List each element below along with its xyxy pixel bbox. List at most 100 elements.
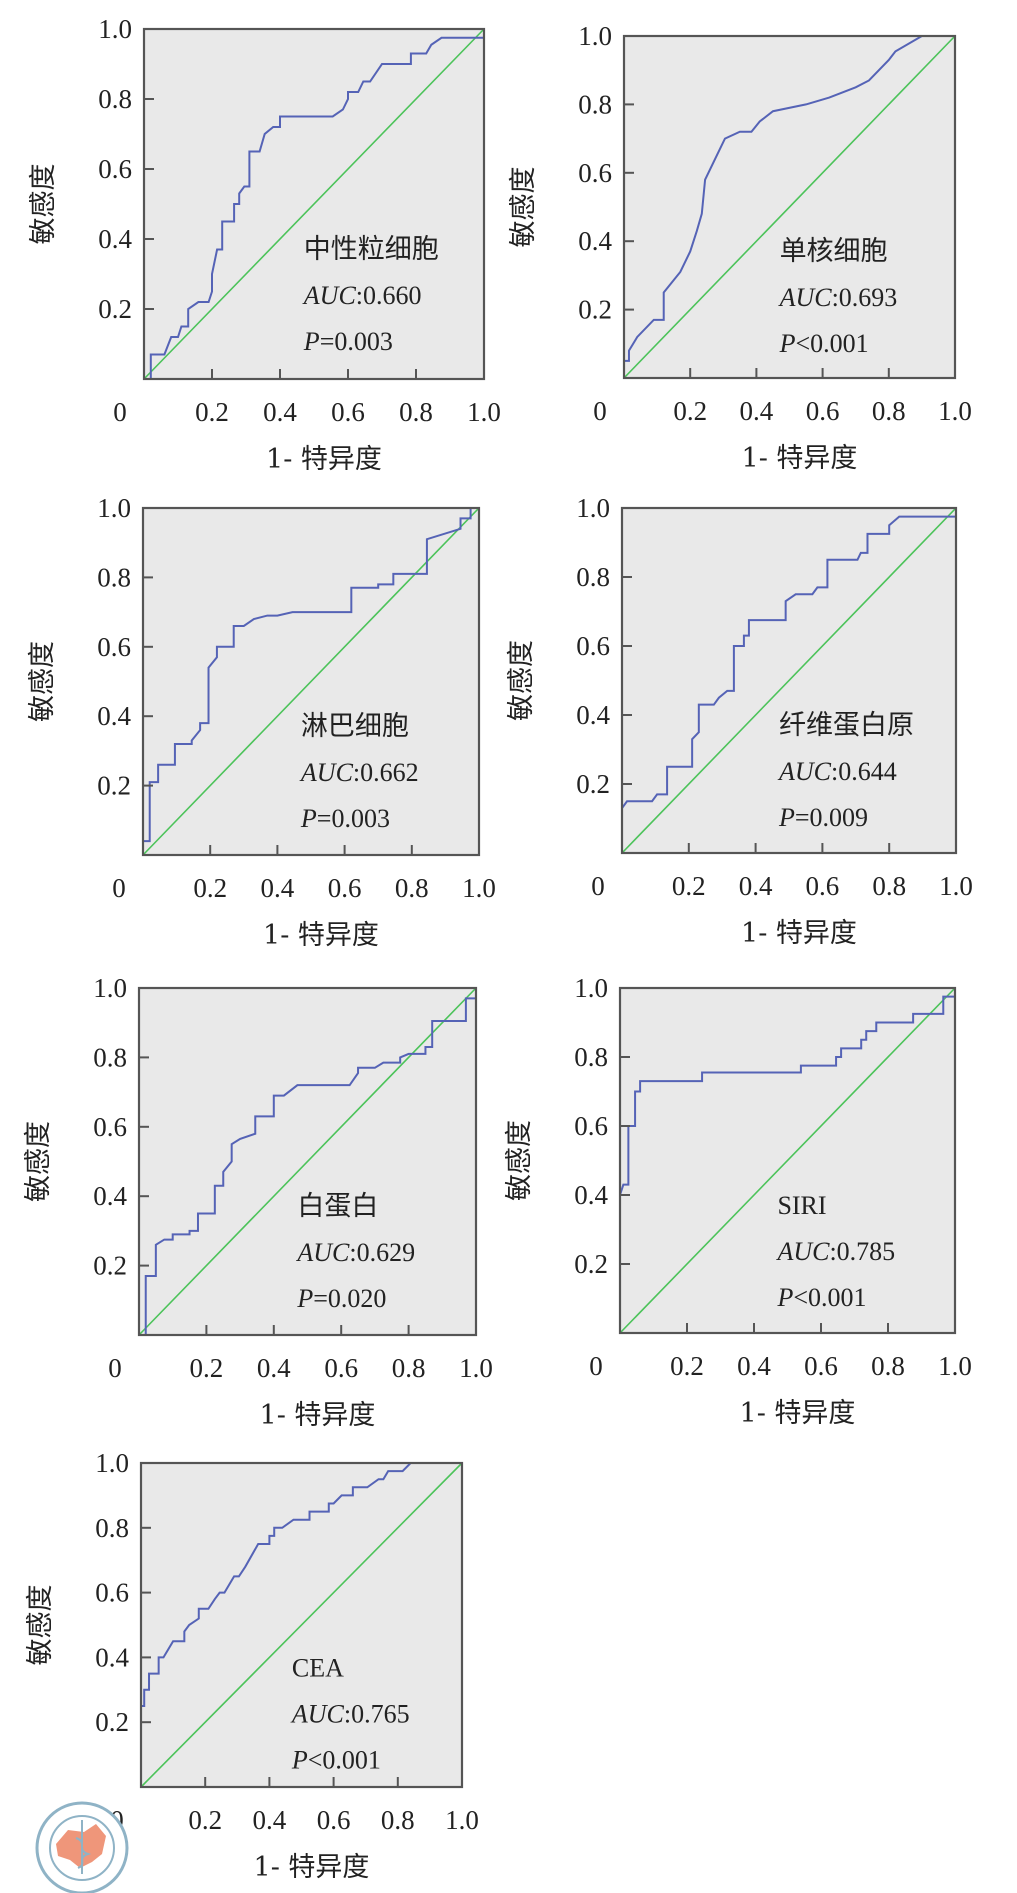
y-tick-label: 0.6	[578, 158, 612, 188]
x-tick-label: 0.2	[190, 1353, 224, 1383]
y-tick-label: 0.2	[98, 294, 132, 324]
y-axis-label: 敏感度	[28, 164, 59, 245]
logo-inner-ring	[49, 1815, 115, 1881]
y-tick-label: 0.2	[578, 295, 612, 325]
marker-name-label: 淋巴细胞	[301, 711, 409, 742]
chart-grid: 0.20.40.60.81.00 0.2 0.4 0.6 0.8 1.01- 特异度敏感度…	[23, 14, 973, 1883]
y-tick-label: 0.6	[93, 1112, 127, 1142]
y-tick-label: 0.6	[576, 631, 610, 661]
y-tick-label: 0.4	[93, 1181, 127, 1211]
y-tick-label: 0.4	[95, 1642, 129, 1672]
x-tick-label: 1.0	[459, 1353, 493, 1383]
plot-frame	[622, 34, 957, 380]
reference-line	[621, 507, 957, 854]
x-tick-label: 0	[591, 871, 605, 901]
reference-line	[143, 28, 485, 380]
x-tick-label: 0	[108, 1353, 122, 1383]
x-tick-label: 0.2	[672, 871, 706, 901]
x-tick-label: 0.6	[317, 1805, 351, 1835]
y-tick-label: 0.8	[576, 562, 610, 592]
roc-chart-5: 0.2 0.4 0.6 0.8 1.0 0 0.2 0.4 0.6 0.8 1.0 1- 特异度 敏感度…	[23, 973, 493, 1431]
x-tick-label: 1.0	[467, 397, 501, 427]
x-tick-label: 0.8	[399, 397, 433, 427]
x-tick-label: 0.4	[261, 873, 295, 903]
y-tick-label: 1.0	[576, 493, 610, 523]
y-tick-label: 0.6	[97, 632, 131, 662]
auc-label: AUC:0.644	[777, 757, 897, 786]
auc-label: AUC:0.785	[775, 1237, 895, 1266]
x-tick-label: 0.2	[673, 396, 707, 426]
x-tick-label: 0.8	[381, 1805, 415, 1835]
x-tick-label: 0.6	[328, 873, 362, 903]
auc-label: AUC:0.660	[302, 281, 422, 310]
roc-chart-2: 0.2 0.4 0.6 0.8 1.0 0 0.2 0.4 0.6 0.8 1.0 1- 特异度 敏感度…	[508, 21, 972, 474]
y-tick-label: 0.6	[574, 1111, 608, 1141]
roc-curve	[139, 997, 476, 1336]
y-tick-label: 0.2	[97, 771, 131, 801]
marker-name-label: SIRI	[777, 1191, 826, 1220]
x-tick-label: 1.0	[462, 873, 496, 903]
x-tick-label: 0.6	[804, 1351, 838, 1381]
x-tick-label: 0.8	[872, 871, 906, 901]
x-tick-label: 0.8	[395, 873, 429, 903]
plot-frame	[618, 986, 957, 1335]
marker-name-label: 单核细胞	[780, 236, 888, 267]
x-tick-label: 1.0	[938, 1351, 972, 1381]
x-tick-label: 0.8	[392, 1353, 426, 1383]
marker-name-label: CEA	[292, 1654, 344, 1683]
x-tick-label: 0.8	[871, 1351, 905, 1381]
roc-curve	[623, 35, 955, 378]
x-tick-label: 1.0	[445, 1805, 479, 1835]
staff-of-asclepius-icon	[75, 1820, 92, 1874]
y-tick-label: 0.2	[93, 1251, 127, 1281]
y-tick-label: 0.2	[574, 1249, 608, 1279]
y-tick-label: 0.8	[574, 1042, 608, 1072]
y-axis-label: 敏感度	[25, 1585, 56, 1666]
y-tick-label: 0.2	[95, 1707, 129, 1737]
x-tick-label: 0.2	[188, 1805, 222, 1835]
p-value-label: P<0.001	[779, 329, 869, 358]
plot-frame	[139, 1461, 464, 1789]
p-value-label: P<0.001	[776, 1283, 866, 1312]
auc-label: AUC:0.662	[299, 758, 419, 787]
plot-frame	[142, 27, 486, 381]
plot-frame	[141, 506, 481, 857]
y-tick-label: 0.6	[98, 154, 132, 184]
roc-chart-1: 0.2 0.4 0.6 0.8 1.0 0 0.2 0.4 0.6 0.8 1.0 1- 特异度 敏感度…	[28, 14, 501, 475]
y-tick-label: 0.8	[97, 562, 131, 592]
y-axis-label: 敏感度	[506, 640, 537, 721]
reference-line	[142, 507, 480, 856]
roc-curve	[140, 1462, 462, 1787]
p-value-label: P=0.009	[778, 803, 868, 832]
x-tick-label: 0.6	[806, 396, 840, 426]
x-tick-label: 1.0	[939, 871, 973, 901]
marker-name-label: 中性粒细胞	[304, 234, 439, 265]
x-tick-label: 0.6	[331, 397, 365, 427]
x-tick-label: 0.6	[324, 1353, 358, 1383]
y-tick-label: 0.4	[574, 1180, 608, 1210]
x-axis-label: 1- 特异度	[263, 920, 379, 951]
roc-chart-4: 0.2 0.4 0.6 0.8 1.0 0 0.2 0.4 0.6 0.8 1.0 1- 特异度 敏感度…	[506, 493, 973, 949]
y-tick-label: 0.8	[95, 1513, 129, 1543]
x-tick-label: 0.4	[737, 1351, 771, 1381]
roc-curve	[619, 995, 955, 1333]
y-tick-label: 0.8	[578, 89, 612, 119]
marker-name-label: 白蛋白	[297, 1191, 378, 1222]
x-tick-label: 0.2	[195, 397, 229, 427]
y-tick-label: 0.4	[576, 700, 610, 730]
p-value-label: P=0.003	[303, 327, 393, 356]
plot-frame	[137, 986, 478, 1337]
x-tick-label: 0	[113, 397, 127, 427]
p-value-label: P<0.001	[291, 1746, 381, 1775]
x-tick-label: 0	[593, 396, 607, 426]
y-tick-label: 0.4	[97, 701, 131, 731]
roc-chart-6: 0.2 0.4 0.6 0.8 1.0 0 0.2 0.4 0.6 0.8 1.0 1- 特异度 敏感度…	[504, 973, 972, 1429]
x-tick-label: 0.4	[253, 1805, 287, 1835]
y-axis-label: 敏感度	[508, 167, 539, 248]
x-tick-label: 0	[112, 873, 126, 903]
x-tick-label: 0.4	[263, 397, 297, 427]
x-tick-label: 0.8	[872, 396, 906, 426]
y-tick-label: 1.0	[574, 973, 608, 1003]
x-tick-label: 0.2	[670, 1351, 704, 1381]
